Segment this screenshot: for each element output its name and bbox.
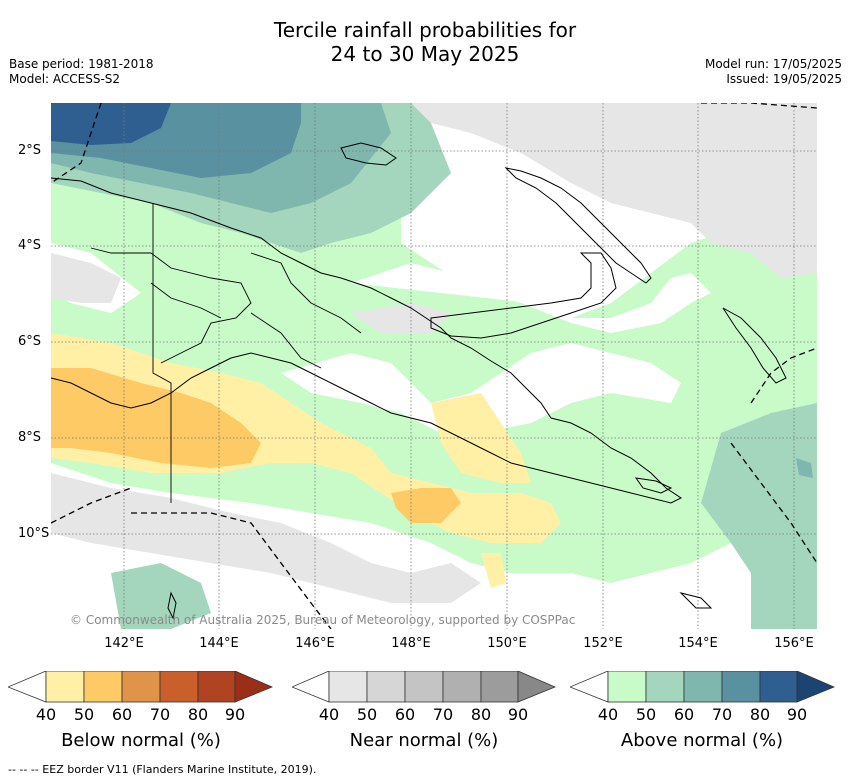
near-tick-90: 90	[507, 705, 529, 724]
model-name: Model: ACCESS-S2	[9, 72, 121, 86]
below-normal-swatch-50	[83, 671, 123, 703]
below-normal-under-triangle	[8, 671, 47, 703]
grid-lines	[51, 103, 817, 629]
base-period: Base period: 1981-2018	[9, 57, 154, 71]
near-normal-swatch-80	[480, 671, 519, 703]
issued-date: Issued: 19/05/2025	[726, 72, 842, 86]
below-normal-50-south	[391, 488, 461, 523]
near-normal-north	[411, 103, 817, 278]
eez-footnote: -- -- -- EEZ border V11 (Flanders Marine…	[8, 763, 317, 776]
below-normal-40-south	[481, 553, 506, 588]
lat-label-4s: 4°S	[18, 238, 42, 253]
map-title: Tercile rainfall probabilities for 24 to…	[0, 18, 850, 66]
below-normal-swatch-60	[121, 671, 161, 703]
above-normal-swatch-40	[607, 671, 647, 703]
above-normal-under-triangle	[570, 671, 609, 703]
below-tick-70: 70	[149, 705, 171, 724]
above-tick-50: 50	[635, 705, 657, 724]
above-normal-swatch-50	[645, 671, 685, 703]
near-tick-80: 80	[470, 705, 492, 724]
above-tick-40: 40	[597, 705, 619, 724]
above-normal-80-region	[51, 103, 171, 145]
near-tick-50: 50	[356, 705, 378, 724]
below-normal-swatch-80	[197, 671, 236, 703]
copyright-notice: © Commonwealth of Australia 2025, Bureau…	[70, 613, 576, 627]
below-normal-swatch-70	[159, 671, 199, 703]
above-normal-swatch-70	[721, 671, 761, 703]
white-region-central	[351, 263, 711, 333]
lon-label-152e: 152°E	[583, 636, 623, 651]
lat-label-2s: 2°S	[18, 143, 42, 158]
eez-borders	[51, 103, 817, 629]
near-normal-central	[351, 303, 451, 333]
near-normal-west	[51, 253, 121, 303]
lon-label-144e: 144°E	[199, 636, 239, 651]
above-normal-over-triangle	[796, 671, 836, 703]
below-normal-title: Below normal (%)	[61, 730, 221, 751]
white-region-mid	[281, 343, 681, 433]
above-normal-swatch-80	[759, 671, 798, 703]
near-normal-swatch-50	[366, 671, 406, 703]
above-normal-east-50	[701, 403, 817, 629]
lat-label-8s: 8°S	[18, 430, 42, 445]
above-normal-colorbar	[570, 671, 836, 703]
below-tick-80: 80	[187, 705, 209, 724]
below-tick-50: 50	[73, 705, 95, 724]
above-normal-sw-50	[111, 563, 211, 629]
lon-label-156e: 156°E	[774, 636, 814, 651]
near-tick-60: 60	[394, 705, 416, 724]
lon-label-146e: 146°E	[295, 636, 335, 651]
above-tick-90: 90	[786, 705, 808, 724]
near-normal-colorbar	[292, 671, 556, 703]
near-normal-swatch-70	[442, 671, 482, 703]
near-normal-over-triangle	[517, 671, 556, 703]
title-line-2: 24 to 30 May 2025	[330, 42, 520, 66]
meta-left: Base period: 1981-2018 Model: ACCESS-S2	[9, 57, 154, 87]
lat-label-6s: 6°S	[18, 334, 42, 349]
meta-right: Model run: 17/05/2025 Issued: 19/05/2025	[705, 57, 842, 87]
above-normal-title: Above normal (%)	[620, 730, 784, 751]
near-tick-70: 70	[432, 705, 454, 724]
probability-map	[51, 103, 817, 629]
above-tick-60: 60	[673, 705, 695, 724]
below-tick-90: 90	[224, 705, 246, 724]
lon-label-148e: 148°E	[391, 636, 431, 651]
below-normal-colorbar	[8, 671, 274, 703]
near-tick-40: 40	[318, 705, 340, 724]
below-tick-60: 60	[111, 705, 133, 724]
admin-borders	[90, 203, 362, 503]
above-normal-east-60	[796, 458, 813, 478]
below-tick-40: 40	[35, 705, 57, 724]
near-normal-south	[51, 473, 481, 603]
near-normal-under-triangle	[292, 671, 330, 703]
below-normal-50-west	[51, 368, 261, 468]
coastlines	[51, 142, 787, 620]
lon-label-150e: 150°E	[487, 636, 527, 651]
near-normal-swatch-40	[328, 671, 368, 703]
title-line-1: Tercile rainfall probabilities for	[273, 18, 577, 42]
below-normal-swatch-40	[45, 671, 85, 703]
near-normal-swatch-60	[404, 671, 444, 703]
below-normal-over-triangle	[234, 671, 274, 703]
white-region-south	[51, 463, 751, 629]
above-tick-70: 70	[711, 705, 733, 724]
lon-label-154e: 154°E	[678, 636, 718, 651]
lat-label-10s: 10°S	[18, 526, 50, 541]
above-normal-swatch-60	[683, 671, 723, 703]
near-normal-title: Near normal (%)	[349, 730, 499, 751]
above-tick-80: 80	[749, 705, 771, 724]
lon-label-142e: 142°E	[104, 636, 144, 651]
model-run: Model run: 17/05/2025	[704, 57, 842, 71]
